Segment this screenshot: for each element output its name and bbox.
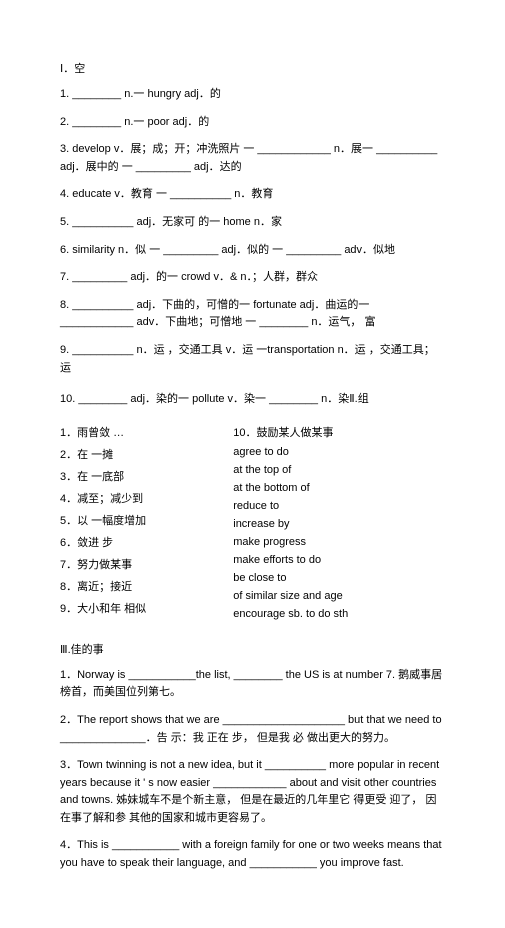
item: 8. __________ adj．下曲的，可憎的一 fortunate adj…: [60, 297, 445, 332]
right-item: at the bottom of: [233, 482, 445, 494]
right-item: at the top of: [233, 464, 445, 476]
section-3: Ⅲ.佳的事 1．Norway is ___________the list, _…: [60, 641, 445, 873]
left-item: 8．离近；接近: [60, 578, 233, 594]
item: 5. __________ adj．无家可 的一 home n．家: [60, 214, 445, 232]
item: 7. _________ adj．的一 crowd v．& n．；人群，群众: [60, 269, 445, 287]
left-item: 9．大小和年 相似: [60, 600, 233, 616]
left-item: 6．敛进 步: [60, 534, 233, 550]
item: 1．Norway is ___________the list, _______…: [60, 667, 445, 702]
right-item: increase by: [233, 518, 445, 530]
item: 3．Town twinning is not a new idea, but i…: [60, 757, 445, 827]
left-item: 4．减至；减少到: [60, 490, 233, 506]
right-item: make progress: [233, 536, 445, 548]
item: 3. develop v．展；成；开；冲洗照片 一 ____________ n…: [60, 141, 445, 176]
left-item: 1．雨曾敛 …: [60, 424, 233, 440]
item: 2. ________ n.一 poor adj．的: [60, 114, 445, 132]
right-item: be close to: [233, 572, 445, 584]
right-item: of similar size and age: [233, 590, 445, 602]
item: 10. ________ adj．染的一 pollute v．染一 ______…: [60, 391, 445, 409]
right-item: make efforts to do: [233, 554, 445, 566]
left-item: 7．努力做某事: [60, 556, 233, 572]
section-3-title: Ⅲ.佳的事: [60, 641, 445, 657]
item: 4．This is ___________ with a foreign fam…: [60, 837, 445, 872]
item: 1. ________ n.一 hungry adj．的: [60, 86, 445, 104]
right-item: 10．鼓励某人做某事: [233, 424, 445, 440]
col-left: 1．雨曾敛 … 2．在 一摊 3．在 一底部 4．减至；减少到 5．以 一幅度增…: [60, 424, 233, 626]
right-item: encourage sb. to do sth: [233, 608, 445, 620]
item: 9. __________ n．运 ，交通工具 v．运 一transportat…: [60, 342, 445, 377]
item: 6. similarity n．似 一 _________ adj．似的 一 _…: [60, 242, 445, 260]
section-1-title: Ⅰ．空: [60, 60, 445, 76]
item: 2．The report shows that we are _________…: [60, 712, 445, 747]
left-item: 2．在 一摊: [60, 446, 233, 462]
item: 4. educate v．教育 一 __________ n．教育: [60, 186, 445, 204]
left-item: 3．在 一底部: [60, 468, 233, 484]
section-1: Ⅰ．空 1. ________ n.一 hungry adj．的 2. ____…: [60, 60, 445, 409]
col-right: 10．鼓励某人做某事 agree to do at the top of at …: [233, 424, 445, 626]
right-item: agree to do: [233, 446, 445, 458]
right-item: reduce to: [233, 500, 445, 512]
section-2: 1．雨曾敛 … 2．在 一摊 3．在 一底部 4．减至；减少到 5．以 一幅度增…: [60, 424, 445, 626]
left-item: 5．以 一幅度增加: [60, 512, 233, 528]
